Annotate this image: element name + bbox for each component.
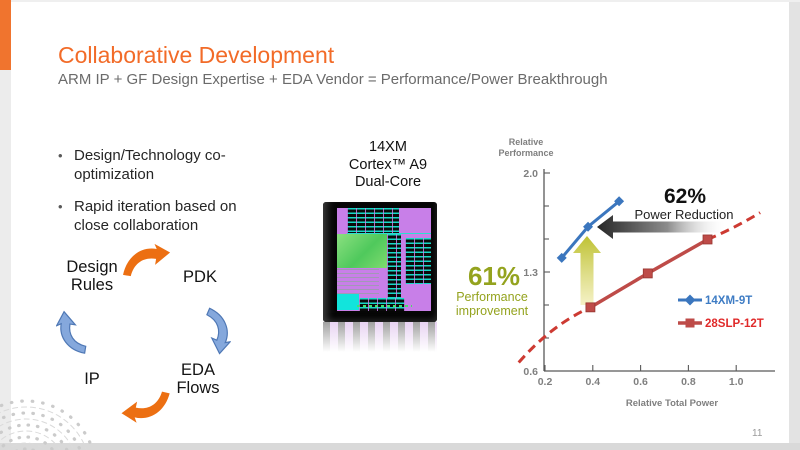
performance-improvement-label-line1: Performance — [456, 290, 528, 304]
power-reduction-label: Power Reduction — [635, 207, 734, 222]
die-sram-column — [387, 234, 401, 310]
bullet-dot-icon: • — [58, 199, 63, 214]
cycle-arrow-left-orange-icon — [118, 388, 174, 425]
performance-chart: 2.0 1.3 0.6 0.2 0.4 0.6 0.8 1.0 Relative… — [456, 137, 775, 409]
globe-icon — [0, 399, 95, 450]
xtick-label: 1.0 — [729, 376, 744, 388]
page-subtitle: ARM IP + GF Design Expertise + EDA Vendo… — [58, 71, 608, 88]
legend-diamond-marker — [684, 294, 696, 306]
ytick-label: 2.0 — [523, 168, 538, 180]
performance-improvement-value: 61% — [468, 261, 520, 291]
page-title: Collaborative Development — [58, 42, 335, 68]
legend-entry-28slp: 28SLP-12T — [705, 318, 764, 330]
chip-caption: 14XM Cortex™ A9 Dual-Core — [348, 139, 428, 190]
cycle-arrow-down-blue-icon — [199, 305, 235, 356]
left-edge-strip — [0, 70, 11, 443]
chart-axes — [543, 169, 775, 372]
die-sram-band — [359, 298, 405, 311]
xtick-label: 0.6 — [633, 376, 648, 388]
left-accent-strip — [0, 0, 11, 70]
axis-ticks — [544, 172, 737, 371]
performance-improvement-label-line2: improvement — [456, 304, 529, 318]
chart-series-layer — [517, 196, 761, 364]
die-sram-block — [347, 208, 399, 233]
die-cyan-block — [337, 294, 359, 310]
cycle-arrow-right-orange-icon — [117, 241, 174, 280]
xtick-label: 0.4 — [585, 376, 600, 388]
cycle-node-ip: IP — [84, 370, 100, 388]
bullet-list: • Design/Technology co-optimization • Ra… — [58, 146, 273, 248]
power-reduction-value: 62% — [664, 185, 706, 208]
right-edge-strip — [789, 2, 800, 443]
die-line — [347, 233, 431, 234]
power-reduction-arrow-icon — [597, 215, 725, 239]
cycle-node-eda-flows: EDA Flows — [176, 361, 220, 397]
bottom-edge-strip — [0, 443, 800, 450]
xtick-label: 0.2 — [538, 376, 553, 388]
x-axis-title: Relative Total Power — [626, 398, 719, 409]
die-sram-block — [405, 238, 431, 284]
legend-square-marker — [685, 318, 695, 328]
page-number: 11 — [752, 428, 763, 439]
bullet-text: Rapid iteration based on close collabora… — [74, 198, 237, 234]
cycle-node-pdk: PDK — [183, 268, 217, 286]
legend-entry-14xm: 14XM-9T — [705, 295, 752, 307]
bullet-dot-icon: • — [58, 148, 63, 163]
ytick-label: 1.3 — [523, 267, 538, 279]
chip-die-photo — [323, 202, 437, 322]
performance-improvement-arrow-icon — [573, 236, 601, 305]
y-axis-title-line1: Relative — [509, 137, 544, 147]
die-core-block — [337, 234, 387, 268]
chart-legend: 14XM-9T 28SLP-12T — [678, 294, 764, 330]
chip-reflection — [323, 322, 437, 356]
bullet-item: • Rapid iteration based on close collabo… — [58, 197, 273, 235]
y-axis-title-line2: Performance — [498, 148, 553, 158]
top-edge-line — [0, 0, 800, 2]
bullet-text: Design/Technology co-optimization — [74, 147, 226, 183]
cycle-node-design-rules: Design Rules — [66, 258, 118, 294]
bullet-item: • Design/Technology co-optimization — [58, 146, 273, 184]
chip-die — [337, 208, 431, 311]
die-label-marks — [357, 305, 412, 307]
xtick-label: 0.8 — [681, 376, 696, 388]
ytick-label: 0.6 — [523, 366, 538, 378]
cycle-arrow-up-blue-icon — [54, 307, 90, 358]
die-logic-block — [337, 268, 379, 294]
